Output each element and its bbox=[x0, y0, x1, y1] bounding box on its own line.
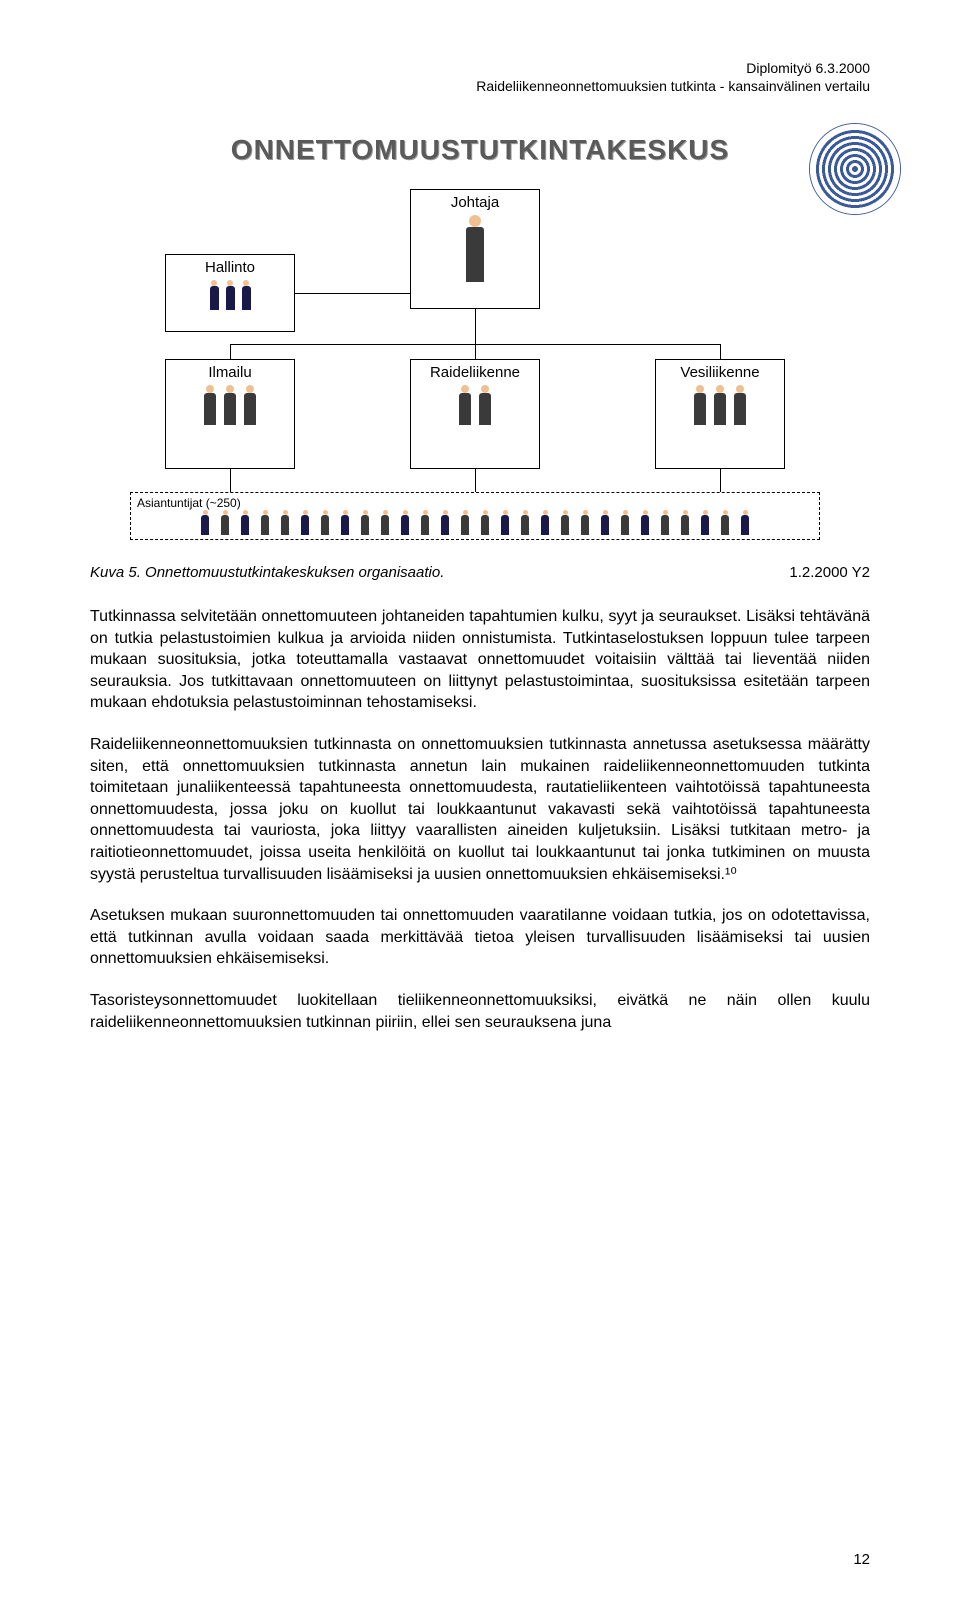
connector-line bbox=[230, 469, 231, 492]
box-label: Asiantuntijat (~250) bbox=[137, 496, 241, 510]
people-icon bbox=[172, 280, 288, 320]
box-label: Ilmailu bbox=[172, 364, 288, 381]
people-icon bbox=[417, 385, 533, 439]
people-icon bbox=[417, 215, 533, 299]
box-asiantuntijat: Asiantuntijat (~250) bbox=[130, 492, 820, 540]
paragraph-3: Asetuksen mukaan suuronnettomuuden tai o… bbox=[90, 905, 870, 970]
connector-line bbox=[230, 344, 231, 359]
box-johtaja: Johtaja bbox=[410, 189, 540, 309]
box-label: Johtaja bbox=[417, 194, 533, 211]
header-subtitle: Raideliikenneonnettomuuksien tutkinta - … bbox=[90, 78, 870, 94]
box-raideliikenne: Raideliikenne bbox=[410, 359, 540, 469]
connector-line bbox=[475, 344, 476, 359]
paragraph-1: Tutkinnassa selvitetään onnettomuuteen j… bbox=[90, 606, 870, 714]
figure-caption-row: Kuva 5. Onnettomuustutkintakeskuksen org… bbox=[90, 564, 870, 581]
people-icon bbox=[172, 385, 288, 439]
connector-line bbox=[295, 293, 410, 294]
people-icon bbox=[137, 510, 813, 543]
connector-line bbox=[475, 469, 476, 492]
box-label: Hallinto bbox=[172, 259, 288, 276]
header-date: Diplomityö 6.3.2000 bbox=[90, 60, 870, 76]
box-vesiliikenne: Vesiliikenne bbox=[655, 359, 785, 469]
paragraph-2: Raideliikenneonnettomuuksien tutkinnasta… bbox=[90, 734, 870, 885]
figure-caption: Kuva 5. Onnettomuustutkintakeskuksen org… bbox=[90, 564, 444, 581]
connector-line bbox=[720, 344, 721, 359]
page-number: 12 bbox=[853, 1551, 870, 1568]
connector-line bbox=[720, 469, 721, 492]
box-hallinto: Hallinto bbox=[165, 254, 295, 332]
connector-line bbox=[475, 309, 476, 344]
box-label: Vesiliikenne bbox=[662, 364, 778, 381]
org-title: ONNETTOMUUSTUTKINTAKESKUS bbox=[110, 134, 850, 166]
org-chart: ONNETTOMUUSTUTKINTAKESKUS Johtaja Hallin… bbox=[90, 134, 870, 534]
box-label: Raideliikenne bbox=[417, 364, 533, 381]
people-icon bbox=[662, 385, 778, 439]
org-logo-icon bbox=[810, 124, 900, 214]
paragraph-4: Tasoristeysonnettomuudet luokitellaan ti… bbox=[90, 990, 870, 1033]
figure-code: 1.2.2000 Y2 bbox=[789, 564, 870, 581]
box-ilmailu: Ilmailu bbox=[165, 359, 295, 469]
